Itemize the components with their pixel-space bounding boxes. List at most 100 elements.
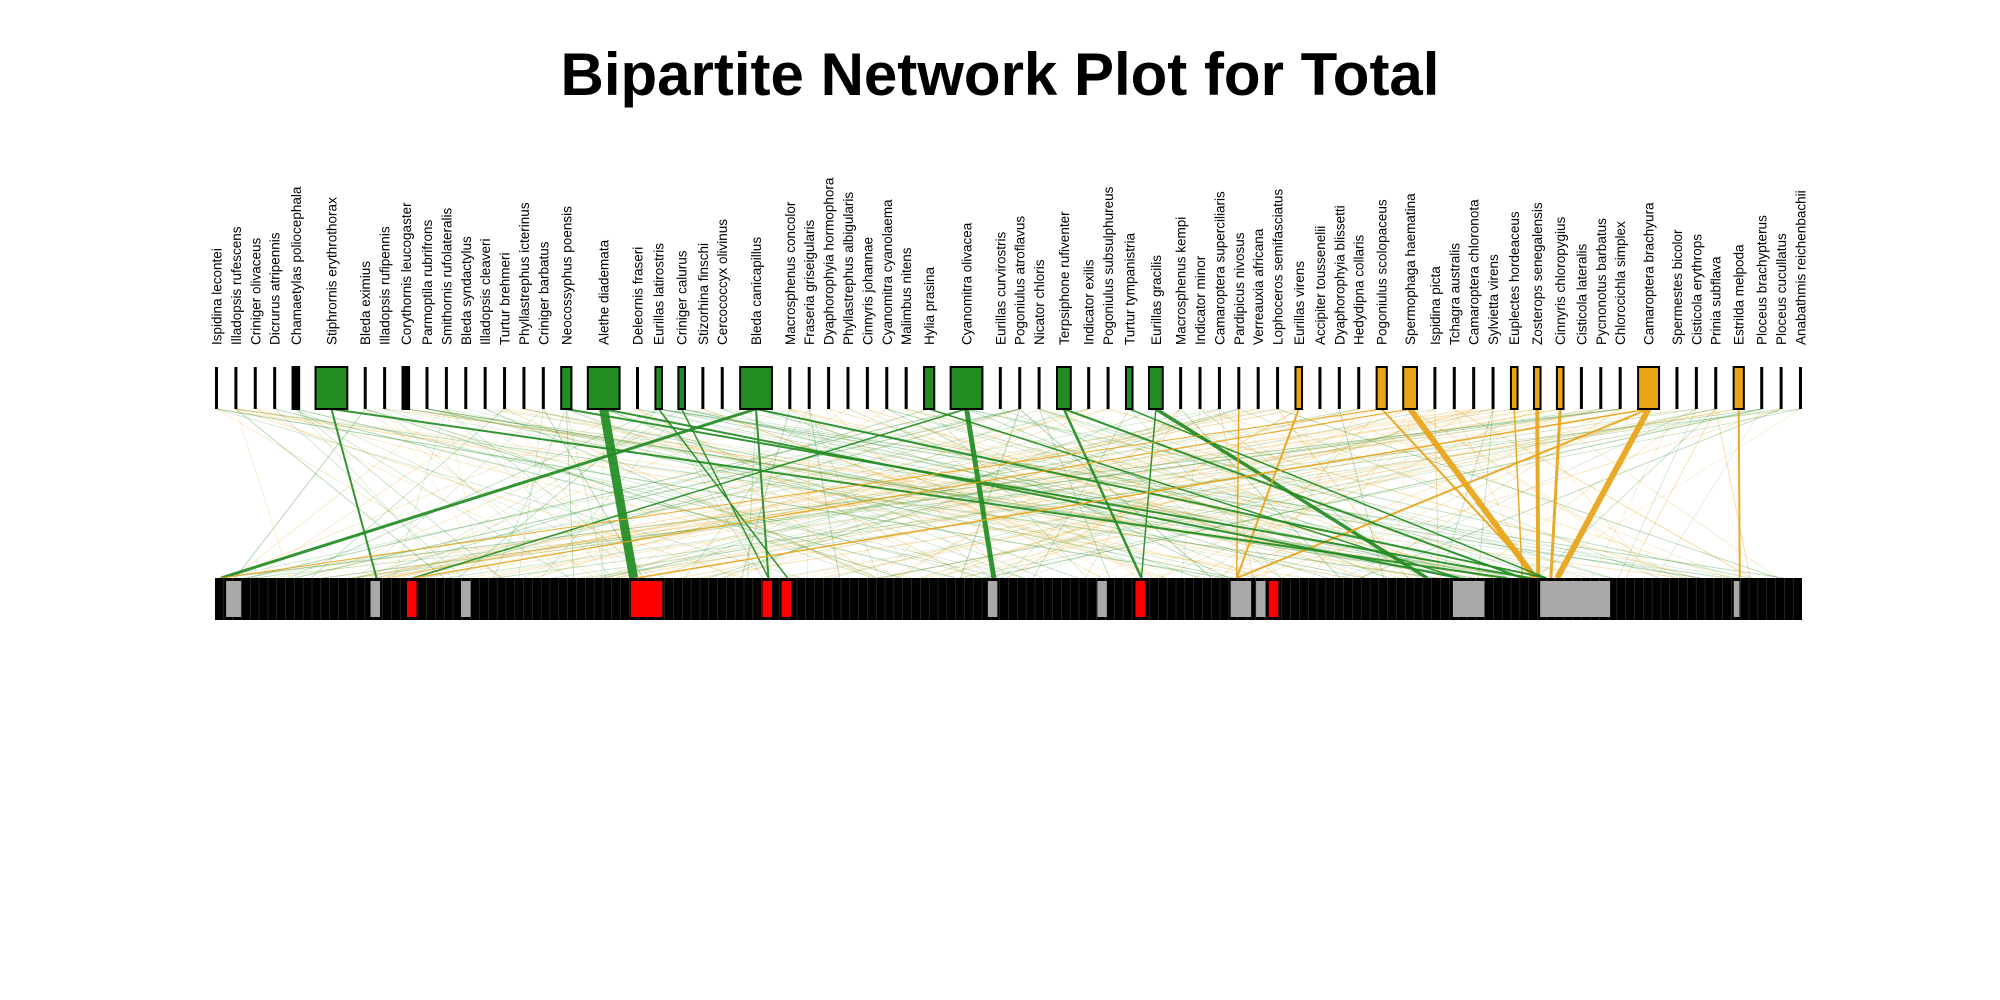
faint-link — [959, 408, 1601, 579]
upper-node — [677, 366, 686, 410]
faint-link — [702, 408, 1167, 579]
faint-link — [658, 408, 1040, 579]
network-link — [220, 408, 1382, 579]
network-link — [928, 408, 1460, 579]
faint-link — [370, 408, 1494, 579]
upper-node-label: Ispidina lecontei — [210, 248, 225, 345]
upper-node — [314, 366, 349, 410]
upper-node — [1714, 367, 1718, 409]
upper-node-label: Cyanomitra olivacea — [960, 222, 975, 345]
network-link — [1554, 407, 1652, 580]
faint-link — [684, 408, 810, 579]
faint-link — [446, 408, 1257, 579]
faint-link — [1468, 408, 1697, 579]
links — [220, 407, 1741, 580]
network-link — [412, 408, 967, 579]
upper-node — [1694, 367, 1698, 409]
faint-link — [886, 408, 1229, 579]
faint-link — [747, 408, 757, 579]
upper-node — [1491, 367, 1495, 409]
upper-node — [1760, 367, 1764, 409]
faint-link — [216, 408, 1438, 579]
upper-node — [464, 367, 468, 409]
network-link — [1128, 408, 1547, 579]
faint-link — [1214, 408, 1621, 579]
faint-link — [366, 408, 1109, 579]
upper-node-label: Deleornis fraseri — [630, 247, 645, 345]
faint-link — [272, 408, 1494, 579]
faint-link — [880, 408, 1716, 579]
chart-title: Bipartite Network Plot for Total — [560, 41, 1440, 108]
faint-link — [808, 408, 880, 579]
upper-node — [1555, 366, 1565, 410]
upper-node — [720, 367, 724, 409]
lower-node-highlight — [460, 581, 471, 617]
faint-link — [246, 408, 967, 579]
faint-link — [1019, 408, 1212, 579]
upper-node — [1509, 366, 1519, 410]
upper-node — [1452, 367, 1456, 409]
faint-link — [906, 408, 1431, 579]
upper-node — [1637, 366, 1661, 410]
upper-node — [1618, 367, 1622, 409]
network-link — [964, 408, 997, 579]
faint-link — [365, 408, 736, 579]
faint-link — [385, 408, 682, 579]
network-link — [1063, 408, 1523, 579]
faint-link — [1338, 408, 1385, 579]
faint-link — [323, 408, 1538, 579]
faint-link — [1434, 408, 1440, 579]
upper-node-label: Cisticola erythrops — [1689, 234, 1704, 345]
faint-link — [295, 408, 1026, 579]
faint-link — [789, 408, 991, 579]
faint-link — [1002, 408, 1181, 579]
upper-node — [425, 367, 429, 409]
upper-node-label: Stizorhina finschi — [696, 243, 711, 345]
faint-link — [883, 408, 1678, 579]
network-link — [1140, 408, 1157, 579]
faint-link — [405, 408, 1472, 579]
faint-link — [1409, 408, 1675, 579]
upper-node-label: Pogoniulus atroflavus — [1013, 216, 1028, 345]
faint-link — [1159, 408, 1436, 579]
faint-link — [295, 408, 570, 579]
faint-link — [919, 408, 1474, 579]
upper-node — [923, 366, 936, 410]
lower-node-highlight — [1268, 581, 1279, 617]
faint-link — [722, 408, 1157, 579]
upper-node — [1294, 366, 1304, 410]
faint-links — [216, 408, 1801, 579]
faint-link — [295, 408, 666, 579]
upper-node — [503, 367, 507, 409]
upper-node-label: Neocossyphus poensis — [559, 206, 574, 345]
faint-link — [1084, 408, 1182, 579]
upper-node-label: Eurillas curvirostris — [993, 231, 1008, 345]
faint-link — [365, 408, 902, 579]
upper-node-label: Malimbus nitens — [899, 247, 914, 345]
faint-link — [495, 408, 1762, 579]
network-link — [1549, 408, 1562, 579]
faint-link — [600, 408, 1435, 579]
faint-link — [356, 408, 930, 579]
upper-node-label: Cercococcyx olivinus — [715, 219, 730, 345]
lower-node-highlight — [1733, 581, 1740, 617]
upper-node — [807, 367, 811, 409]
faint-link — [959, 408, 1801, 579]
upper-node — [1799, 367, 1802, 409]
faint-link — [603, 408, 1044, 579]
upper-node-label: Hedydipna collaris — [1352, 234, 1367, 345]
faint-link — [658, 408, 1784, 579]
faint-link — [387, 408, 1299, 579]
faint-link — [351, 408, 1601, 579]
faint-link — [378, 408, 1382, 579]
faint-link — [384, 408, 570, 579]
upper-node-label: Spermophaga haematina — [1403, 193, 1418, 345]
upper-node-label: Eurillas latirostris — [652, 243, 667, 345]
faint-link — [1027, 408, 1455, 579]
upper-node-label: Euplectes hordeaceus — [1507, 211, 1522, 345]
upper-node-label: Pycnonotus barbatus — [1594, 218, 1609, 345]
faint-link — [1277, 408, 1409, 579]
faint-link — [739, 408, 1065, 579]
faint-link — [658, 408, 763, 579]
upper-node-label: Phyllastrephus icterinus — [517, 202, 532, 345]
